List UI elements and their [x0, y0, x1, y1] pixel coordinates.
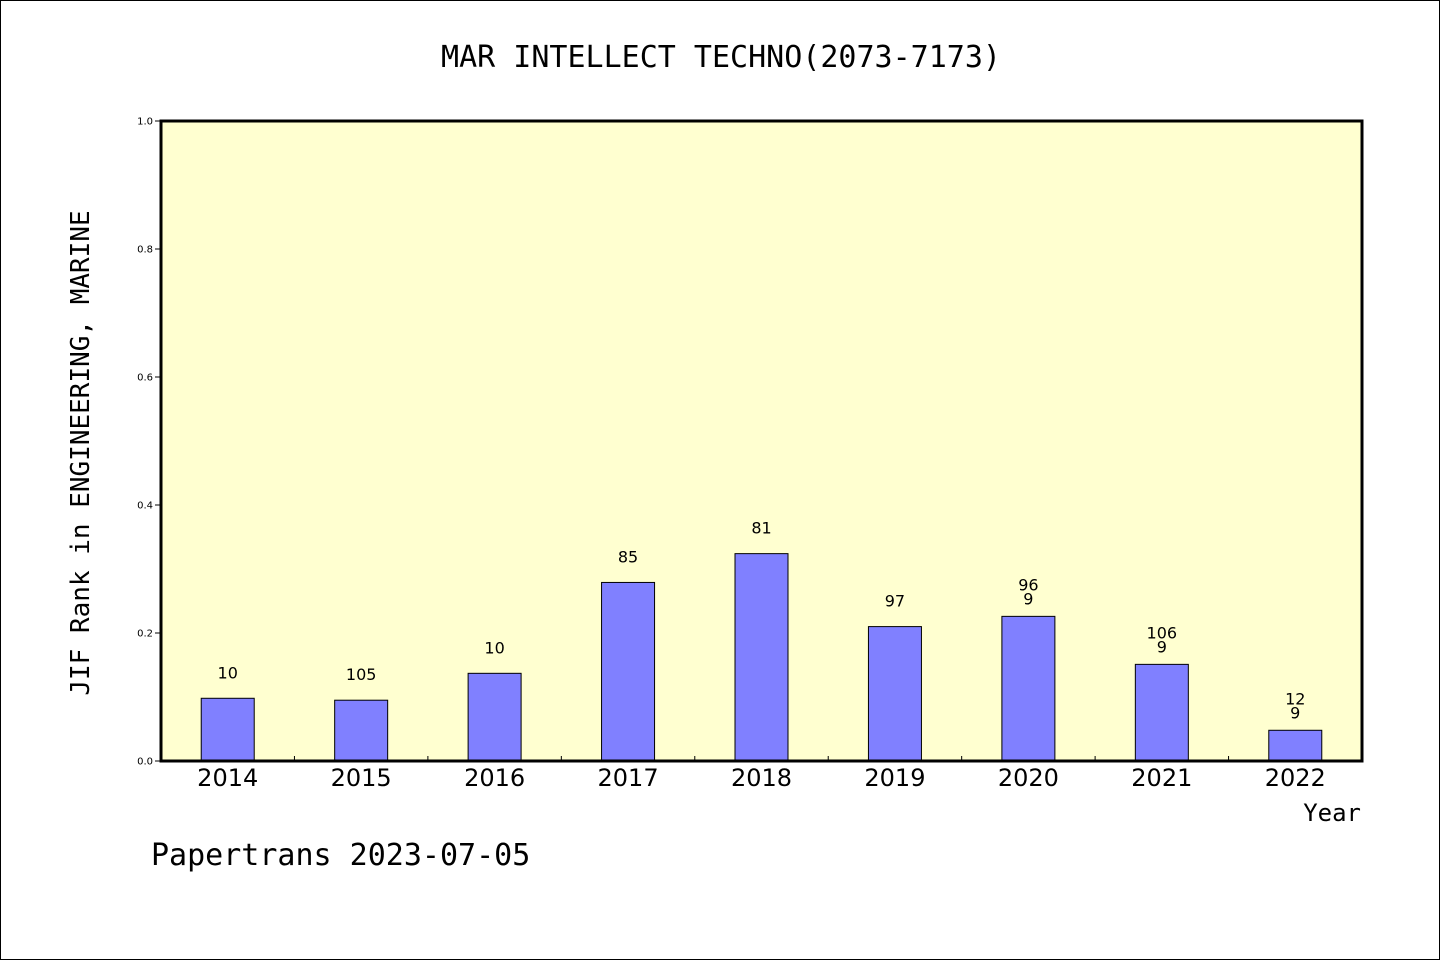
x-axis: 2014 2015 2016 2017 2018 2019 2020 2021 2022: [197, 756, 1326, 792]
y-tick-label: 0.2: [137, 629, 153, 640]
bar-2014: [200, 697, 255, 762]
bar-2019: [867, 626, 922, 762]
x-tick-label: 2017: [598, 764, 659, 792]
data-label: 81: [751, 519, 771, 538]
data-label: 85: [618, 547, 638, 566]
data-label: 12: [1285, 689, 1305, 708]
bar-2016: [467, 672, 522, 762]
x-tick-label: 2015: [331, 764, 392, 792]
bars-group: [200, 553, 1323, 762]
x-axis-label: Year: [1303, 799, 1361, 827]
y-tick-label: 0.0: [137, 757, 153, 768]
bar-2022: [1268, 729, 1323, 762]
plot-border: [159, 119, 1364, 763]
x-tick-label: 2019: [864, 764, 925, 792]
y-axis: 0.0 0.2 0.4 0.6 0.8 1.0: [137, 117, 161, 768]
y-tick-label: 0.4: [137, 501, 153, 512]
data-label: 97: [885, 592, 905, 611]
x-tick-label: 2020: [998, 764, 1059, 792]
x-tick-label: 2022: [1265, 764, 1326, 792]
data-label: 10: [218, 663, 238, 682]
bar-2021: [1134, 663, 1189, 762]
bar-2015: [334, 699, 389, 762]
bar-2018: [734, 553, 789, 762]
data-label: 106: [1147, 623, 1178, 642]
data-label: 10: [484, 638, 504, 657]
data-label: 9: [1023, 589, 1033, 608]
chart-title: MAR INTELLECT TECHNO(2073-7173): [441, 40, 1001, 75]
data-label: 96: [1018, 575, 1038, 594]
y-tick-label: 0.6: [137, 373, 153, 384]
x-tick-label: 2018: [731, 764, 792, 792]
footer-text: Papertrans 2023-07-05: [151, 838, 530, 873]
data-label: 9: [1290, 703, 1300, 722]
x-tick-label: 2021: [1131, 764, 1192, 792]
y-tick-label: 0.8: [137, 245, 153, 256]
x-tick-label: 2016: [464, 764, 525, 792]
data-label: 9: [1157, 637, 1167, 656]
bar-2017: [601, 581, 656, 762]
y-axis-label: JIF Rank in ENGINEERING, MARINE: [66, 210, 96, 695]
y-tick-label: 1.0: [137, 117, 153, 128]
x-tick-label: 2014: [197, 764, 258, 792]
bar-2020: [1001, 615, 1056, 762]
data-label: 105: [346, 665, 377, 684]
